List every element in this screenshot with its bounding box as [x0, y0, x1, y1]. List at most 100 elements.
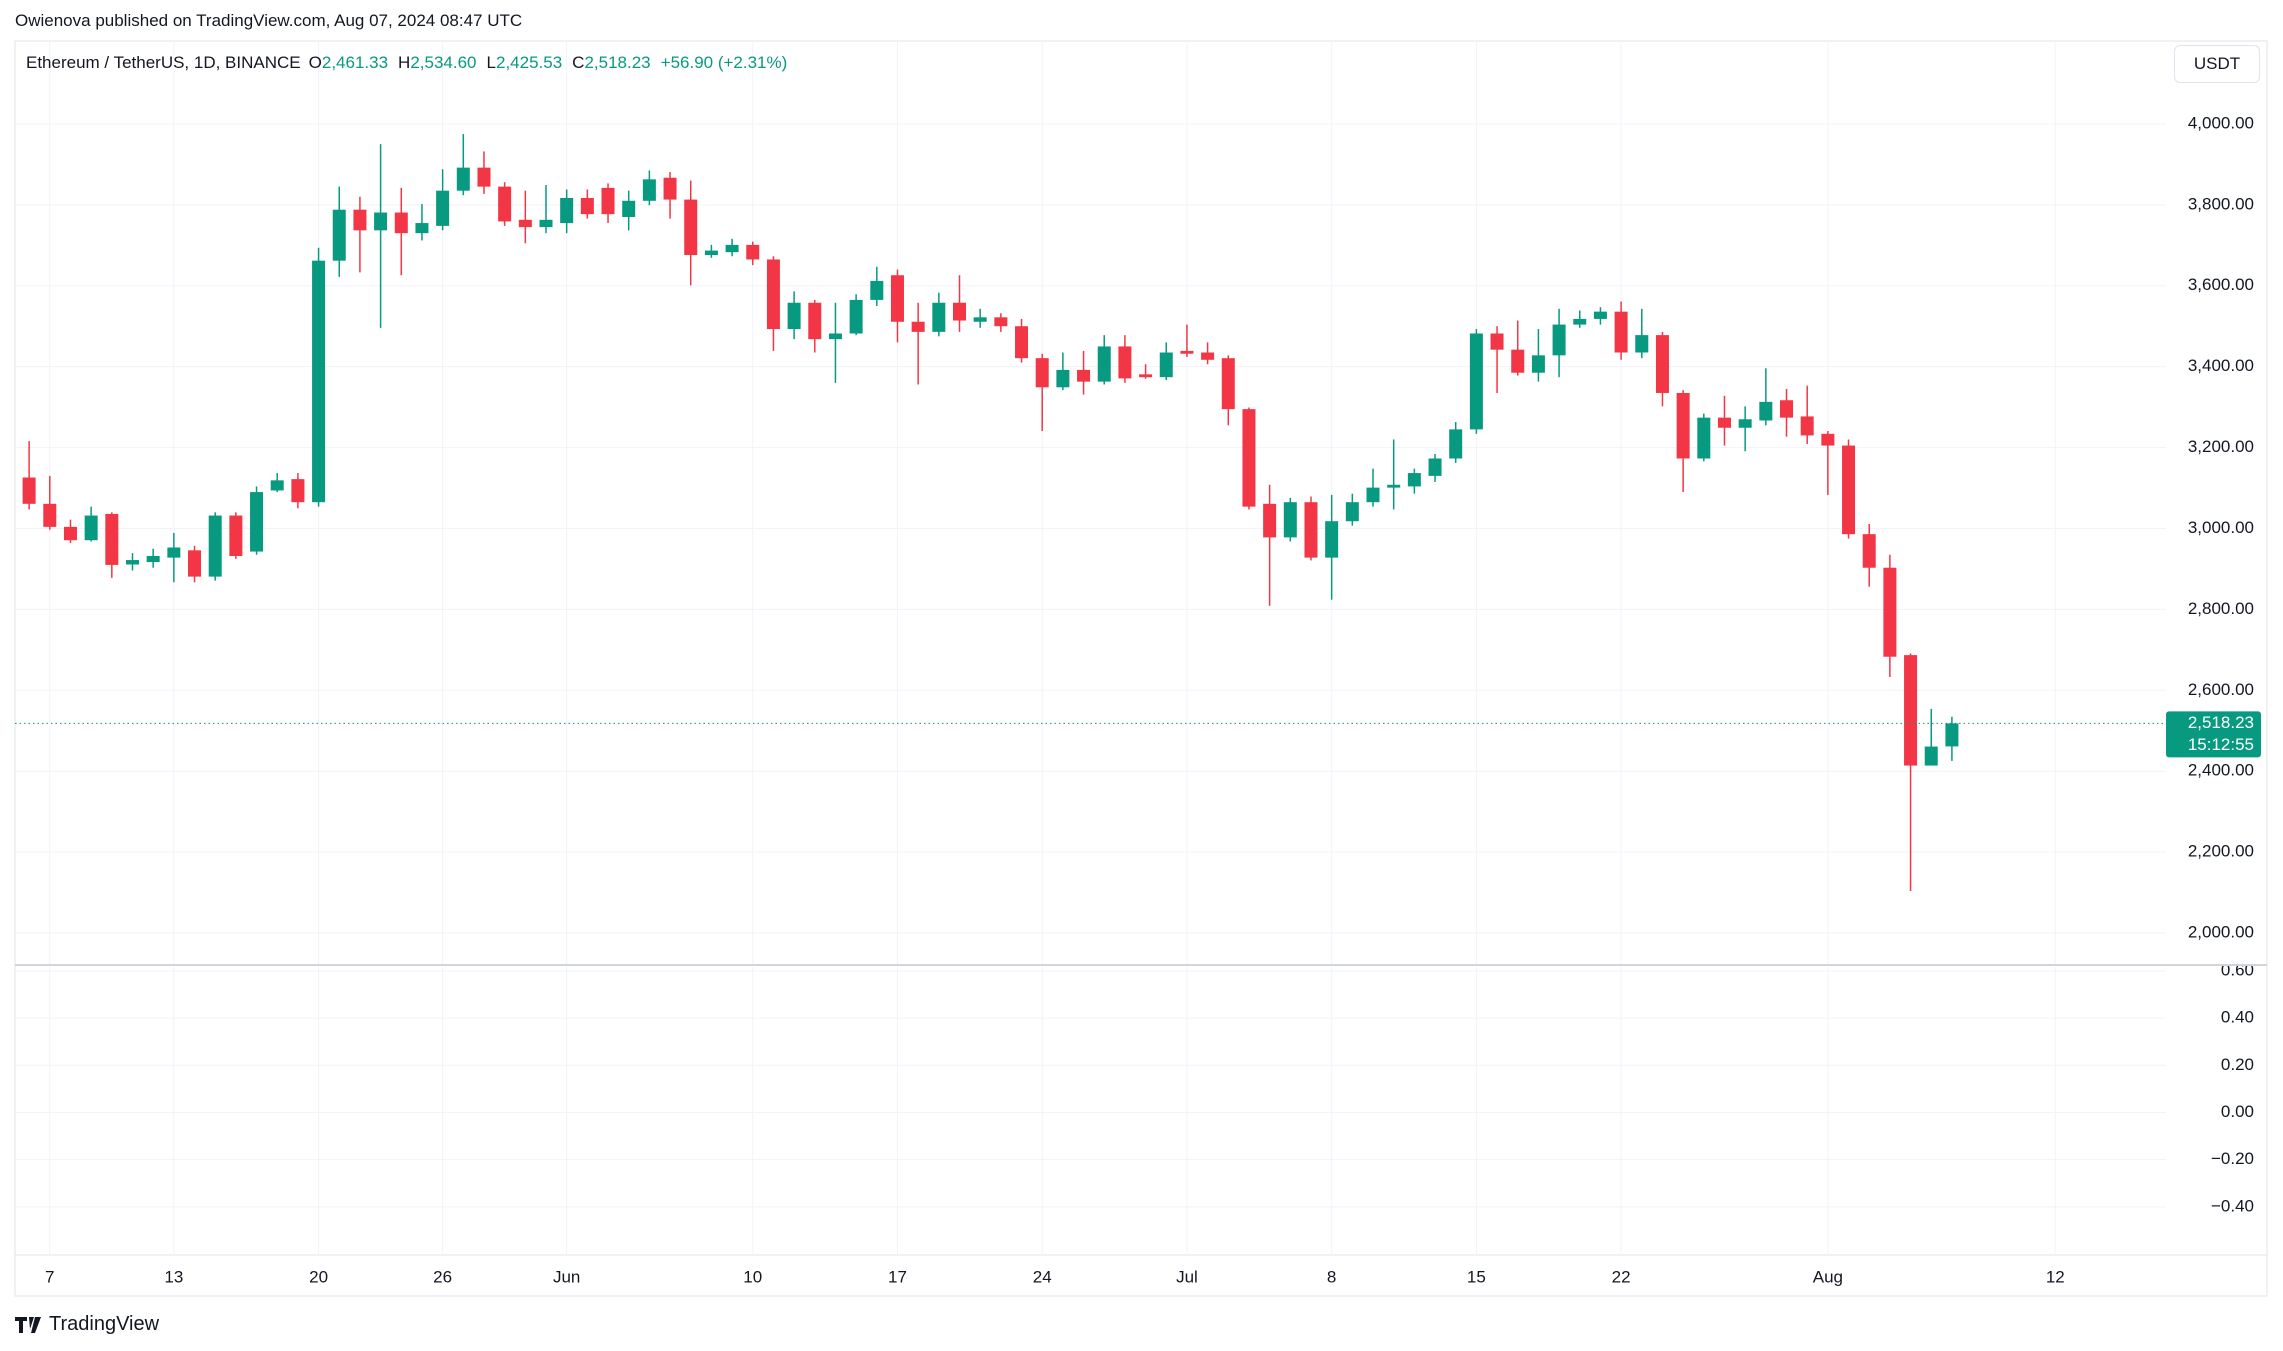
y-tick-label: 3,200.00: [2188, 437, 2254, 456]
candle-body: [663, 177, 677, 200]
y-tick-label: 0.60: [2221, 960, 2254, 979]
candle-body: [1593, 311, 1607, 319]
candle-body: [436, 190, 450, 226]
ohlc-value: 2,534.60: [410, 53, 477, 72]
publish-info: Owienova published on TradingView.com, A…: [15, 11, 523, 30]
x-tick-label: 8: [1327, 1267, 1336, 1286]
candle-body: [890, 275, 904, 322]
candle-body: [1821, 433, 1835, 446]
x-tick-label: 24: [1033, 1267, 1052, 1286]
candle-body: [1449, 429, 1463, 459]
y-tick-label: 3,000.00: [2188, 518, 2254, 537]
x-tick-label: 7: [45, 1267, 54, 1286]
y-tick-label: 0.40: [2221, 1008, 2254, 1027]
candle-body: [1283, 502, 1297, 538]
candle-body: [353, 209, 367, 231]
candle-body: [1366, 487, 1380, 503]
x-tick-label: 22: [1612, 1267, 1631, 1286]
change: +56.90 (+2.31%): [660, 53, 788, 72]
candle-body: [560, 197, 574, 224]
candle-body: [43, 503, 57, 527]
candle-body: [1159, 352, 1173, 378]
ohlc-value: 2,425.53: [495, 53, 563, 72]
candle-body: [932, 302, 946, 332]
candle-body: [1469, 333, 1483, 430]
candle-body: [1511, 349, 1525, 373]
candle-body: [1780, 400, 1794, 418]
candle-body: [518, 219, 532, 228]
candle-body: [704, 250, 718, 256]
candle-body: [1717, 417, 1731, 428]
candle-body: [870, 280, 884, 300]
candle-body: [125, 560, 139, 565]
ohlc-value: 2,518.23: [584, 53, 651, 72]
brand-name: TradingView: [49, 1313, 160, 1335]
candle-body: [250, 492, 264, 552]
candle-body: [725, 244, 739, 253]
candle-body: [270, 480, 284, 491]
candle-body: [1800, 416, 1814, 436]
y-tick-label: 2,200.00: [2188, 842, 2254, 861]
candle-body: [601, 187, 615, 215]
candle-body: [1325, 521, 1339, 558]
x-tick-label: 20: [309, 1267, 328, 1286]
candle-body: [1842, 445, 1856, 535]
last-price-label: 2,518.23: [2188, 713, 2254, 732]
candle-body: [580, 197, 594, 215]
candle-body: [1883, 567, 1897, 657]
candle-body: [1904, 655, 1918, 766]
symbol-legend: Ethereum / TetherUS, 1D, BINANCE O2,461.3…: [26, 53, 797, 73]
y-tick-label: 2,600.00: [2188, 680, 2254, 699]
candle-body: [332, 209, 346, 261]
candle-body: [1428, 458, 1442, 476]
candle-body: [1552, 324, 1566, 356]
candle-body: [1635, 335, 1649, 353]
candle-body: [1924, 746, 1938, 766]
y-tick-label: 2,000.00: [2188, 923, 2254, 942]
candle-body: [415, 223, 429, 234]
candle-body: [1387, 484, 1401, 488]
y-tick-label: −0.40: [2211, 1196, 2254, 1215]
candle-body: [1077, 369, 1091, 382]
candle-body: [394, 212, 408, 234]
last-price-box: [2166, 711, 2261, 758]
candle-body: [1345, 502, 1359, 522]
candle-body: [374, 212, 388, 231]
currency-button[interactable]: USDT: [2174, 45, 2260, 83]
y-tick-label: 4,000.00: [2188, 113, 2254, 132]
y-tick-label: −0.20: [2211, 1149, 2254, 1168]
candle-body: [622, 200, 636, 217]
candle-body: [787, 302, 801, 330]
candle-body: [973, 317, 987, 322]
candle-body: [1862, 534, 1876, 568]
candle-body: [746, 244, 760, 260]
y-tick-label: 3,400.00: [2188, 356, 2254, 375]
y-tick-label: 3,800.00: [2188, 194, 2254, 213]
candle-body: [1676, 392, 1690, 459]
chart-frame: [14, 40, 2268, 1297]
ohlc-label: H: [398, 53, 411, 72]
symbol-title: Ethereum / TetherUS, 1D, BINANCE: [26, 53, 301, 72]
x-tick-label: 26: [433, 1267, 452, 1286]
y-tick-label: 0.20: [2221, 1055, 2254, 1074]
candle-body: [291, 479, 305, 503]
candle-body: [1490, 333, 1504, 350]
candle-body: [994, 317, 1008, 327]
candle-body: [105, 513, 119, 565]
y-tick-label: 3,600.00: [2188, 275, 2254, 294]
candle-body: [1056, 369, 1070, 388]
candle-body: [1015, 326, 1029, 359]
candle-body: [1945, 723, 1959, 747]
x-tick-label: 10: [743, 1267, 762, 1286]
x-tick-label: Aug: [1813, 1267, 1843, 1286]
candle-body: [84, 515, 98, 541]
ohlc-label: O: [308, 53, 322, 72]
candle-body: [808, 302, 822, 340]
candle-body: [456, 167, 470, 191]
candle-body: [1139, 374, 1153, 378]
candle-body: [911, 321, 925, 332]
x-tick-label: 17: [888, 1267, 907, 1286]
candle-body: [766, 259, 780, 330]
ohlc-value: 2,461.33: [321, 53, 389, 72]
